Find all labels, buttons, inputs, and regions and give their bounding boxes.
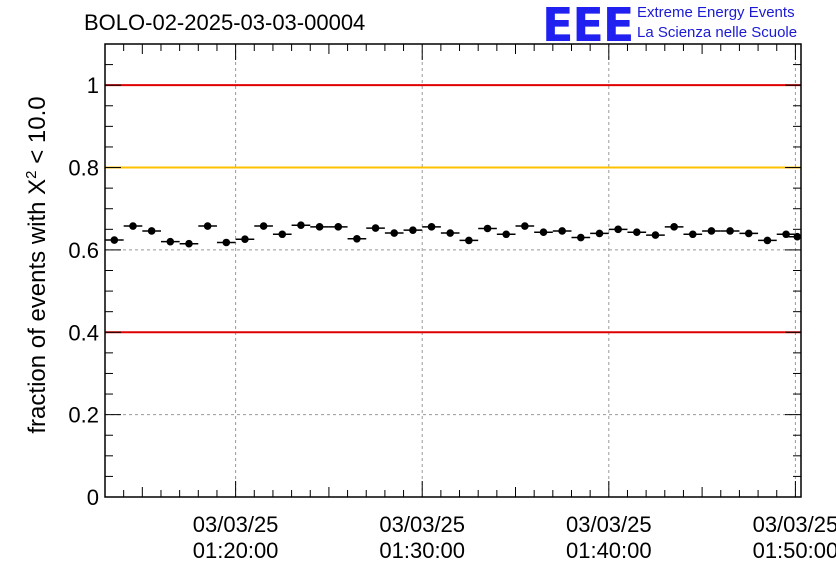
data-point <box>720 227 740 235</box>
data-marker <box>222 238 231 247</box>
data-marker <box>670 223 678 231</box>
x-tick-label-date: 03/03/25 <box>566 512 652 537</box>
data-point <box>459 236 479 245</box>
data-point <box>683 230 703 239</box>
eee-logo-line1: Extreme Energy Events <box>637 4 795 21</box>
y-tick-label: 0.6 <box>68 238 99 263</box>
data-point <box>216 238 236 247</box>
data-point <box>142 227 161 235</box>
data-marker <box>502 230 510 239</box>
data-point <box>123 222 143 230</box>
data-point <box>254 222 273 230</box>
data-point <box>702 227 721 235</box>
data-marker <box>688 230 697 239</box>
data-marker <box>241 235 249 244</box>
data-marker <box>521 222 529 230</box>
data-marker <box>614 225 622 234</box>
y-tick-label: 0.2 <box>68 403 99 428</box>
data-point <box>664 223 684 231</box>
x-tick-label-date: 03/03/25 <box>193 512 279 537</box>
data-point <box>347 234 367 243</box>
data-point <box>739 229 759 238</box>
x-tick-label-date: 03/03/25 <box>753 512 836 537</box>
data-marker <box>577 233 585 242</box>
data-point <box>552 227 572 235</box>
eee-logo-line2: La Scienza nelle Scuole <box>637 24 798 41</box>
data-marker <box>744 229 753 238</box>
reference-lines <box>105 84 801 334</box>
data-marker <box>185 239 193 248</box>
data-point <box>179 239 199 248</box>
data-marker <box>793 232 802 241</box>
data-marker <box>558 227 566 235</box>
data-marker <box>203 222 212 230</box>
data-marker <box>129 222 137 230</box>
y-tick-label: 1 <box>87 73 99 98</box>
data-marker <box>595 229 604 238</box>
data-point <box>422 223 441 231</box>
data-marker <box>147 227 156 235</box>
data-point <box>310 223 329 231</box>
data-marker <box>409 226 417 234</box>
data-point <box>235 235 255 244</box>
data-point <box>403 226 423 234</box>
data-point <box>627 228 647 237</box>
data-marker <box>763 236 772 245</box>
data-point <box>478 224 497 233</box>
data-point <box>272 230 292 239</box>
y-tick-label: 0.4 <box>68 320 99 345</box>
data-marker <box>390 229 399 237</box>
y-tick-label: 0 <box>87 485 99 510</box>
x-tick-label-time: 01:30:00 <box>379 538 465 563</box>
axis-ticks: 00.20.40.60.8103/03/2501:20:0003/03/2501… <box>68 43 836 563</box>
data-marker <box>278 230 287 239</box>
data-marker <box>465 236 473 245</box>
data-point <box>440 229 460 237</box>
data-marker <box>371 224 380 232</box>
data-marker <box>110 236 119 244</box>
x-tick-label-time: 01:50:00 <box>753 538 836 563</box>
data-point <box>758 236 777 245</box>
x-tick-label-date: 03/03/25 <box>379 512 465 537</box>
x-tick-label-time: 01:40:00 <box>566 538 652 563</box>
data-point <box>291 221 311 229</box>
data-marker <box>707 227 716 235</box>
data-marker <box>483 224 492 233</box>
data-marker <box>259 222 268 230</box>
plot-frame <box>104 43 802 498</box>
data-marker <box>315 223 324 231</box>
y-tick-label: 0.8 <box>68 156 99 181</box>
data-points <box>105 221 802 248</box>
eee-logo-mark: EEE <box>542 0 634 52</box>
data-point <box>328 223 348 231</box>
data-marker <box>334 223 343 231</box>
plot-frame-rect <box>104 43 802 498</box>
data-point <box>515 222 535 230</box>
data-point <box>105 236 124 244</box>
data-point <box>496 230 516 239</box>
data-point <box>384 229 404 237</box>
data-point <box>646 231 665 239</box>
grid-layer <box>105 44 801 497</box>
data-marker <box>297 221 305 229</box>
data-point <box>198 222 217 230</box>
data-marker <box>166 237 175 246</box>
data-point <box>366 224 385 232</box>
data-point <box>534 228 553 237</box>
data-point <box>787 232 802 241</box>
data-marker <box>539 228 548 237</box>
data-marker <box>726 227 734 235</box>
chart-title: BOLO-02-2025-03-03-00004 <box>84 10 366 35</box>
data-marker <box>353 234 361 243</box>
x-tick-label-time: 01:20:00 <box>193 538 279 563</box>
data-marker <box>651 231 660 239</box>
data-marker <box>427 223 436 231</box>
data-marker <box>446 229 455 237</box>
data-marker <box>632 228 641 237</box>
data-point <box>608 225 628 234</box>
data-point <box>160 237 180 246</box>
data-point <box>590 229 609 238</box>
data-point <box>571 233 591 242</box>
